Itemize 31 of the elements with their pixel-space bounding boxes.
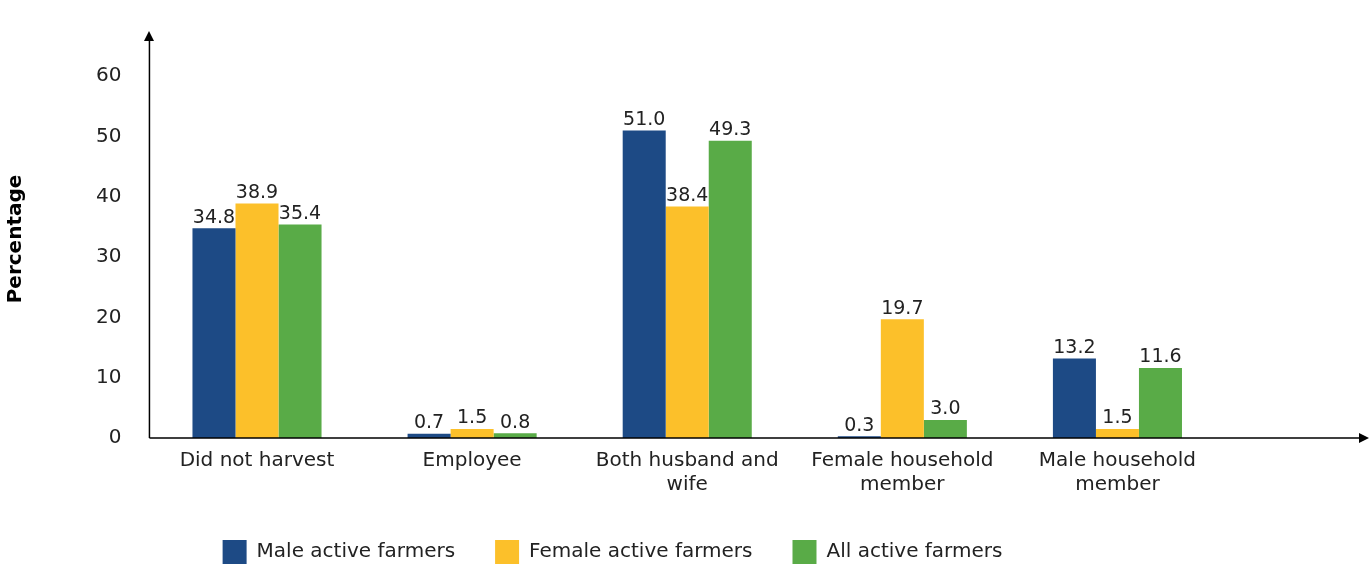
x-tick-label: Did not harvest — [179, 447, 335, 472]
x-tick-label: Employee — [422, 447, 522, 472]
data-label: 1.5 — [457, 405, 488, 428]
legend-label: Male active farmers — [256, 538, 456, 563]
x-tick-label: Female household member — [811, 447, 994, 496]
data-label: 13.2 — [1053, 334, 1096, 357]
data-label: 0.3 — [844, 412, 875, 435]
x-tick-label: Male household member — [1038, 447, 1197, 496]
data-label: 1.5 — [1102, 405, 1133, 428]
data-label: 38.4 — [666, 182, 709, 205]
data-label: 0.7 — [413, 410, 445, 433]
y-tick-label: 20 — [96, 303, 122, 328]
data-label: 3.0 — [930, 396, 961, 419]
data-label: 49.3 — [709, 117, 752, 140]
y-tick-label: 60 — [96, 62, 122, 87]
y-tick-label: 0 — [108, 424, 122, 449]
legend-label: Female active farmers — [529, 538, 753, 563]
data-label: 34.8 — [192, 204, 236, 227]
y-tick-label: 40 — [96, 182, 122, 207]
data-label: 0.8 — [500, 409, 531, 432]
x-tick-label: Both husband and wife — [595, 447, 779, 496]
data-label: 11.6 — [1139, 344, 1182, 367]
data-label: 38.9 — [235, 179, 279, 202]
y-tick-label: 30 — [96, 243, 122, 268]
data-label: 35.4 — [278, 200, 322, 223]
data-label: 19.7 — [881, 295, 924, 318]
y-axis-title: Percentage — [2, 174, 27, 304]
data-label: 51.0 — [623, 106, 666, 129]
legend-label: All active farmers — [826, 538, 1003, 563]
y-tick-label: 50 — [96, 122, 122, 147]
y-tick-label: 10 — [96, 363, 122, 388]
